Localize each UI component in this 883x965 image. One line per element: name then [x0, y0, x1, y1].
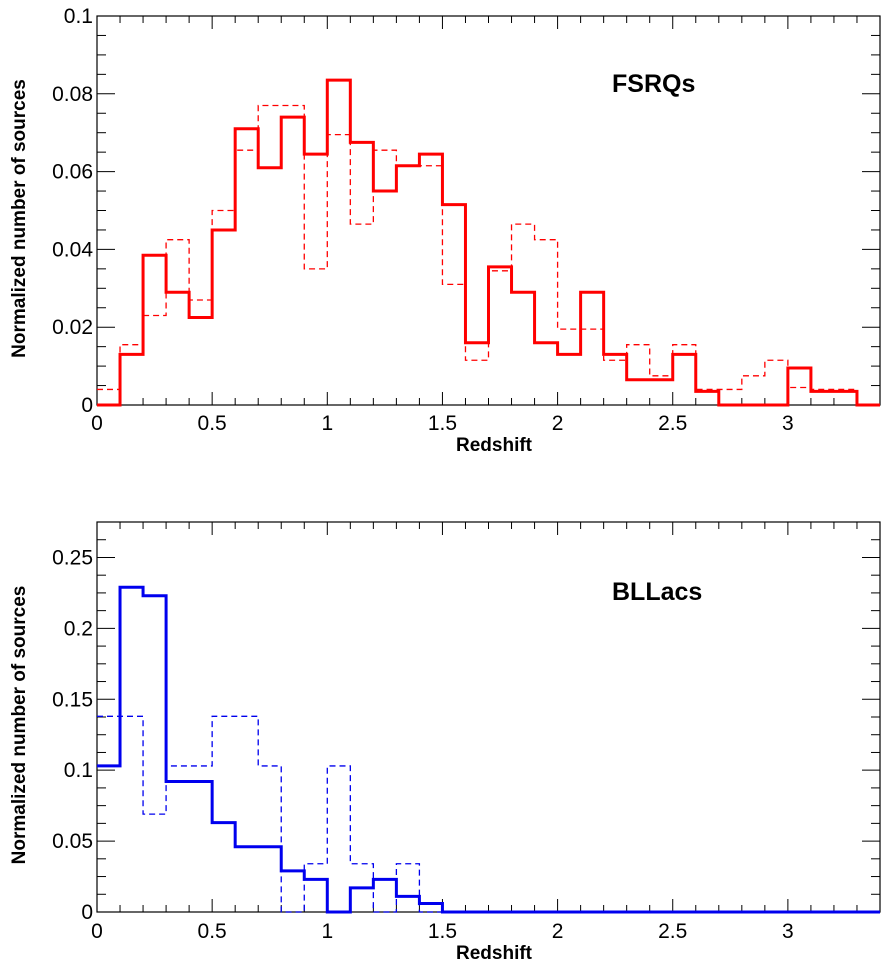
x-tick-label: 0	[91, 412, 103, 435]
x-tick-label: 2.5	[658, 412, 687, 435]
x-tick-label: 2	[552, 920, 564, 943]
x-tick-label: 1.5	[428, 412, 457, 435]
histogram-series-dashed	[97, 104, 880, 406]
x-tick-label: 0.5	[198, 412, 227, 435]
y-tick-label: 0.02	[52, 316, 93, 339]
fsrq-panel: 0 0.5 1 1.5 2 2.5 3 0 0.02 0.04 0.06 0.08 0.1 Redshif…	[9, 5, 881, 456]
y-tick-label: 0	[81, 394, 93, 417]
y-tick-label: 0.25	[52, 546, 93, 569]
histogram-series-solid	[97, 585, 880, 914]
y-tick-label: 0.15	[52, 688, 93, 711]
x-axis-title: Redshift	[456, 435, 533, 456]
y-tick-label: 0.06	[52, 161, 93, 184]
panel-title: FSRQs	[612, 70, 695, 98]
y-tick-label: 0.04	[52, 238, 93, 261]
plot-frame	[96, 521, 881, 913]
y-tick-label: 0.1	[64, 5, 93, 28]
histogram-series-dashed	[97, 715, 880, 913]
y-tick-label: 0.08	[52, 83, 93, 106]
y-axis-title: Normalized number of sources	[9, 79, 30, 358]
x-tick-label: 2	[552, 412, 564, 435]
y-tick-label: 0.2	[64, 617, 93, 640]
x-tick-label: 0	[91, 920, 103, 943]
panel-title: BLLacs	[612, 578, 702, 606]
bllac-panel: 0 0.5 1 1.5 2 2.5 3 0 0.05 0.1 0.15 0.2 0.25 Redshift…	[9, 521, 881, 964]
x-tick-label: 1	[321, 920, 333, 943]
histogram-series-solid	[97, 78, 880, 407]
x-tick-label: 0.5	[198, 920, 227, 943]
x-tick-label: 3	[782, 412, 794, 435]
x-tick-label: 1	[321, 412, 333, 435]
x-axis-title: Redshift	[456, 943, 533, 964]
x-tick-label: 3	[782, 920, 794, 943]
y-tick-label: 0.05	[52, 830, 93, 853]
y-tick-label: 0.1	[64, 759, 93, 782]
y-axis-title: Normalized number of sources	[9, 586, 30, 865]
x-tick-label: 1.5	[428, 920, 457, 943]
y-tick-label: 0	[81, 901, 93, 924]
x-tick-label: 2.5	[658, 920, 687, 943]
